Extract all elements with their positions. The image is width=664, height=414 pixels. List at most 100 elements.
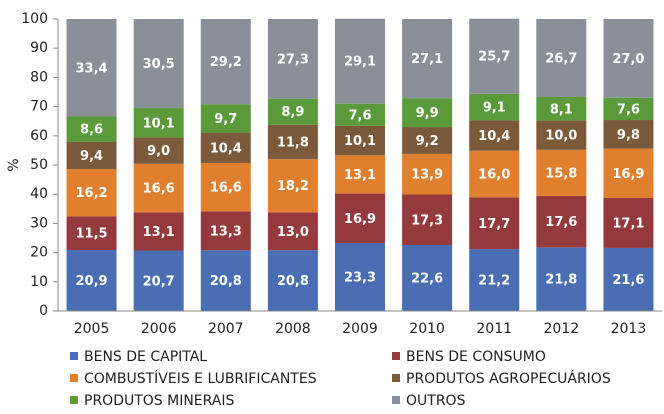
y-tick-label: 30 <box>30 215 48 231</box>
value-label: 10,1 <box>344 134 376 149</box>
y-tick-label: 100 <box>21 11 48 27</box>
value-label: 25,7 <box>478 50 510 65</box>
legend-label: PRODUTOS MINERAIS <box>84 393 235 409</box>
value-label: 10,1 <box>143 116 175 131</box>
bar-segment <box>469 197 520 250</box>
x-tick-label: 2006 <box>141 321 177 337</box>
value-label: 9,7 <box>214 112 237 127</box>
bar-segment <box>536 149 587 196</box>
value-label: 18,2 <box>277 179 309 194</box>
legend-label: COMBUSTÍVEIS E LUBRIFICANTES <box>84 370 317 387</box>
value-label: 10,4 <box>210 141 242 156</box>
bar-segment <box>267 98 318 125</box>
bar-segment <box>603 19 654 98</box>
x-tick-label: 2009 <box>342 321 378 337</box>
value-label: 13,0 <box>277 225 309 240</box>
bar-segment <box>200 19 251 105</box>
bar-segment <box>536 247 587 311</box>
value-label: 7,6 <box>617 102 640 117</box>
bar-segment <box>200 211 251 251</box>
bar-segment <box>536 195 587 248</box>
value-label: 16,0 <box>478 168 510 183</box>
bar-segment <box>133 19 184 109</box>
y-tick-label: 70 <box>30 99 48 115</box>
bar-segment <box>335 193 385 243</box>
bar-segment <box>603 148 654 198</box>
y-tick-label: 20 <box>30 245 48 261</box>
bar-segment <box>603 197 654 248</box>
value-label: 21,2 <box>478 274 510 289</box>
bar-segment <box>335 125 385 156</box>
x-tick-label: 2013 <box>611 321 647 337</box>
bar-segment <box>267 19 318 99</box>
bar-segment <box>335 242 385 311</box>
legend-label: BENS DE CONSUMO <box>406 349 546 365</box>
x-tick-label: 2005 <box>74 321 110 337</box>
value-label: 27,1 <box>411 52 443 67</box>
bar-segment <box>133 212 184 251</box>
legend-swatch <box>70 374 78 382</box>
y-tick-label: 50 <box>30 157 48 173</box>
legend-label: BENS DE CAPITAL <box>84 349 207 365</box>
value-label: 16,6 <box>210 181 242 196</box>
value-label: 9,2 <box>416 134 439 149</box>
bar-segment <box>536 120 587 150</box>
value-label: 8,9 <box>281 105 304 120</box>
value-label: 9,1 <box>483 101 506 116</box>
bar-segment <box>402 98 453 128</box>
value-label: 27,0 <box>612 52 644 67</box>
bar-segment <box>66 116 117 142</box>
bar-segment <box>536 19 587 97</box>
x-tick-label: 2012 <box>544 321 580 337</box>
value-label: 23,3 <box>344 270 376 285</box>
bar-segment <box>402 245 453 311</box>
value-label: 17,7 <box>478 217 510 232</box>
bar-segment <box>66 141 117 170</box>
value-label: 16,9 <box>344 212 376 227</box>
bar-segment <box>66 169 117 217</box>
x-tick-label: 2011 <box>476 321 512 337</box>
value-label: 17,3 <box>411 213 443 228</box>
bar-segment <box>469 150 520 198</box>
value-label: 30,5 <box>143 57 175 72</box>
value-label: 11,5 <box>76 227 108 242</box>
bar-segment <box>335 103 385 126</box>
bar-segment <box>603 97 654 121</box>
bar-segment <box>536 96 587 121</box>
bar-segment <box>469 18 520 94</box>
value-label: 29,2 <box>210 55 242 70</box>
value-label: 20,8 <box>210 274 242 289</box>
bar-segment <box>133 163 184 213</box>
bar-segment <box>200 250 251 311</box>
x-tick-label: 2008 <box>275 321 311 337</box>
bar-segment <box>133 250 184 311</box>
legend-label: PRODUTOS AGROPECUÁRIOS <box>406 370 611 387</box>
y-tick-label: 90 <box>30 40 48 56</box>
legend-swatch <box>70 352 78 360</box>
bar-segment <box>402 127 453 154</box>
bar-segment <box>469 120 520 151</box>
x-tick-label: 2007 <box>208 321 244 337</box>
bar-segment <box>267 159 318 213</box>
bar-segment <box>469 249 520 311</box>
value-label: 17,6 <box>545 215 577 230</box>
value-label: 33,4 <box>76 61 108 76</box>
value-label: 9,9 <box>416 106 439 121</box>
bar-segment <box>335 155 385 194</box>
value-label: 16,9 <box>612 167 644 182</box>
bar-segment <box>402 153 453 195</box>
bar-segment <box>469 93 520 121</box>
value-label: 26,7 <box>545 51 577 66</box>
value-label: 10,4 <box>478 129 510 144</box>
bar-segment <box>603 247 654 311</box>
value-label: 9,8 <box>617 128 640 143</box>
value-label: 11,8 <box>277 135 309 150</box>
value-label: 8,1 <box>550 102 573 117</box>
y-tick-label: 60 <box>30 128 48 144</box>
bar-segment <box>66 249 117 311</box>
y-tick-label: 10 <box>30 274 48 290</box>
value-label: 27,3 <box>277 52 309 67</box>
value-label: 17,1 <box>612 216 644 231</box>
legend-swatch <box>392 396 400 404</box>
